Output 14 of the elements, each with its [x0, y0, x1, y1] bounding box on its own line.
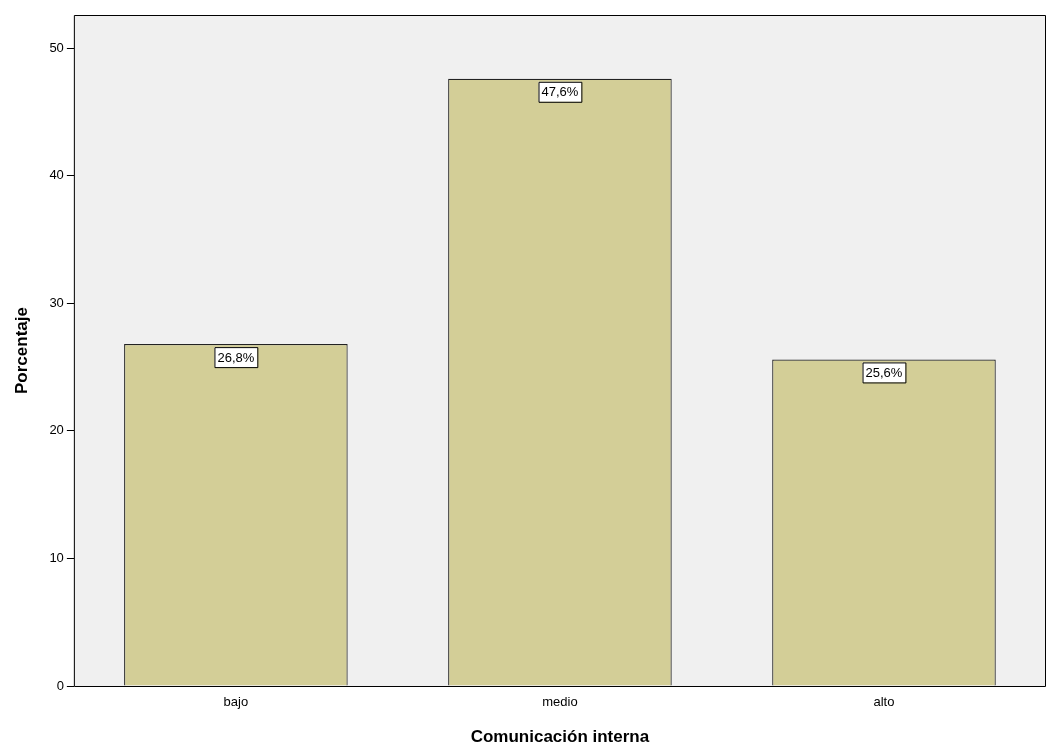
y-tick-label: 30: [49, 294, 64, 310]
x-tick-label: medio: [542, 694, 578, 710]
x-tick-label: bajo: [223, 694, 249, 710]
data-label: 47,6%: [541, 84, 579, 100]
y-tick-label: 0: [56, 677, 64, 693]
x-tick-label: alto: [873, 694, 895, 710]
y-tick-label: 20: [49, 422, 64, 438]
x-axis-title: Comunicación interna: [470, 727, 650, 747]
data-label: 26,8%: [217, 349, 255, 365]
y-tick-label: 40: [49, 167, 64, 183]
y-tick-label: 50: [49, 39, 64, 55]
y-axis-title: Porcentaje: [11, 307, 31, 394]
data-label: 25,6%: [865, 365, 903, 381]
y-tick-label: 10: [49, 550, 64, 566]
